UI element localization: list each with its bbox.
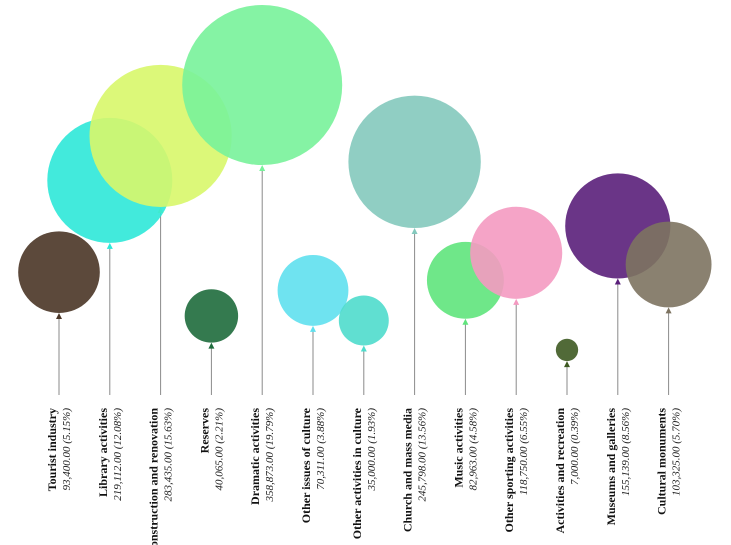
category-label-group: Cultural monuments 103,325.00 (5.70%) xyxy=(655,408,683,515)
category-name-label: Tourist industry xyxy=(45,408,59,491)
category-name-label: Dramatic activities xyxy=(248,408,262,505)
category-value-label: 40,065.00 (2.21%) xyxy=(213,408,225,491)
category-value-label: 219,112.00 (12.08%) xyxy=(112,408,124,501)
stem-arrow xyxy=(360,345,367,352)
category-value-label: 103,325.00 (5.70%) xyxy=(671,408,683,496)
category-value-label: 118,750.00 (6.55%) xyxy=(518,408,530,496)
bubble[interactable] xyxy=(338,295,389,346)
stem-arrow xyxy=(513,298,520,305)
category-label-group: Other activities in culture 35,000.00 (1.… xyxy=(350,407,378,539)
category-value-label: 245,798.00 (13.56%) xyxy=(417,408,429,502)
category-value-label: 7,000.00 (0.39%) xyxy=(569,408,581,485)
category-name-label: Reserves xyxy=(197,408,211,454)
bubble[interactable] xyxy=(470,206,563,299)
category-name-label: Library activities xyxy=(96,408,110,497)
bubbles-layer xyxy=(18,5,712,362)
stem-arrow xyxy=(411,228,418,235)
category-label-group: Museums and galleries 155,139.00 (8.56%) xyxy=(604,408,632,526)
stem-arrow xyxy=(56,312,62,319)
category-label-group: Dramatic activities 358,873.00 (19.79%) xyxy=(248,408,276,505)
category-name-label: Other sporting activities xyxy=(502,408,516,533)
category-label-group: Tourist industry 93,400.00 (5.15%) xyxy=(45,408,73,492)
category-label-group: Music activities 82,963.00 (4.58%) xyxy=(451,408,479,491)
category-value-label: 155,139.00 (8.56%) xyxy=(620,408,632,496)
category-name-label: Reconstruction and renovation xyxy=(147,408,161,545)
bubble[interactable] xyxy=(184,289,239,343)
category-value-label: 35,000.00 (1.93%) xyxy=(366,408,378,492)
bubble[interactable] xyxy=(625,221,712,308)
category-label-group: Library activities 219,112.00 (12.08%) xyxy=(96,408,124,501)
bubble[interactable] xyxy=(277,254,349,326)
category-value-label: 93,400.00 (5.15%) xyxy=(61,408,73,491)
category-label-group: Other issues of culture 70,311.00 (3.88%) xyxy=(299,407,327,523)
stem-arrow xyxy=(106,242,113,249)
category-name-label: Music activities xyxy=(451,408,465,488)
stem-arrow xyxy=(259,165,266,171)
stem-arrow xyxy=(564,361,570,368)
category-label-group: Church and mass media 245,798.00 (13.56%) xyxy=(401,408,429,532)
stem-arrow xyxy=(462,318,469,325)
category-value-label: 70,311.00 (3.88%) xyxy=(315,408,327,490)
category-name-label: Church and mass media xyxy=(401,408,415,532)
category-value-label: 283,435.00 (15.63%) xyxy=(163,408,175,502)
stem-arrow xyxy=(665,307,672,314)
category-value-label: 358,873.00 (19.79%) xyxy=(264,408,276,503)
bubble[interactable] xyxy=(555,338,579,362)
category-label-group: Activities and recreation 7,000.00 (0.39%… xyxy=(553,408,581,534)
category-label-group: Reconstruction and renovation 283,435.00 … xyxy=(147,408,175,545)
bubble[interactable] xyxy=(348,95,481,229)
category-name-label: Cultural monuments xyxy=(655,408,669,515)
bubble[interactable] xyxy=(182,5,343,165)
category-name-label: Other issues of culture xyxy=(299,407,313,523)
category-value-label: 82,963.00 (4.58%) xyxy=(467,408,479,491)
category-name-label: Activities and recreation xyxy=(553,408,567,534)
bubble[interactable] xyxy=(18,231,100,313)
category-label-group: Other sporting activities 118,750.00 (6.5… xyxy=(502,408,530,533)
stem-arrow xyxy=(310,325,316,332)
labels-layer: Tourist industry 93,400.00 (5.15%) Library… xyxy=(45,407,683,545)
stem-arrow xyxy=(208,342,215,349)
category-name-label: Other activities in culture xyxy=(350,407,364,539)
category-label-group: Reserves 40,065.00 (2.21%) xyxy=(197,408,225,491)
stem-arrow xyxy=(614,278,621,285)
category-name-label: Museums and galleries xyxy=(604,408,618,526)
